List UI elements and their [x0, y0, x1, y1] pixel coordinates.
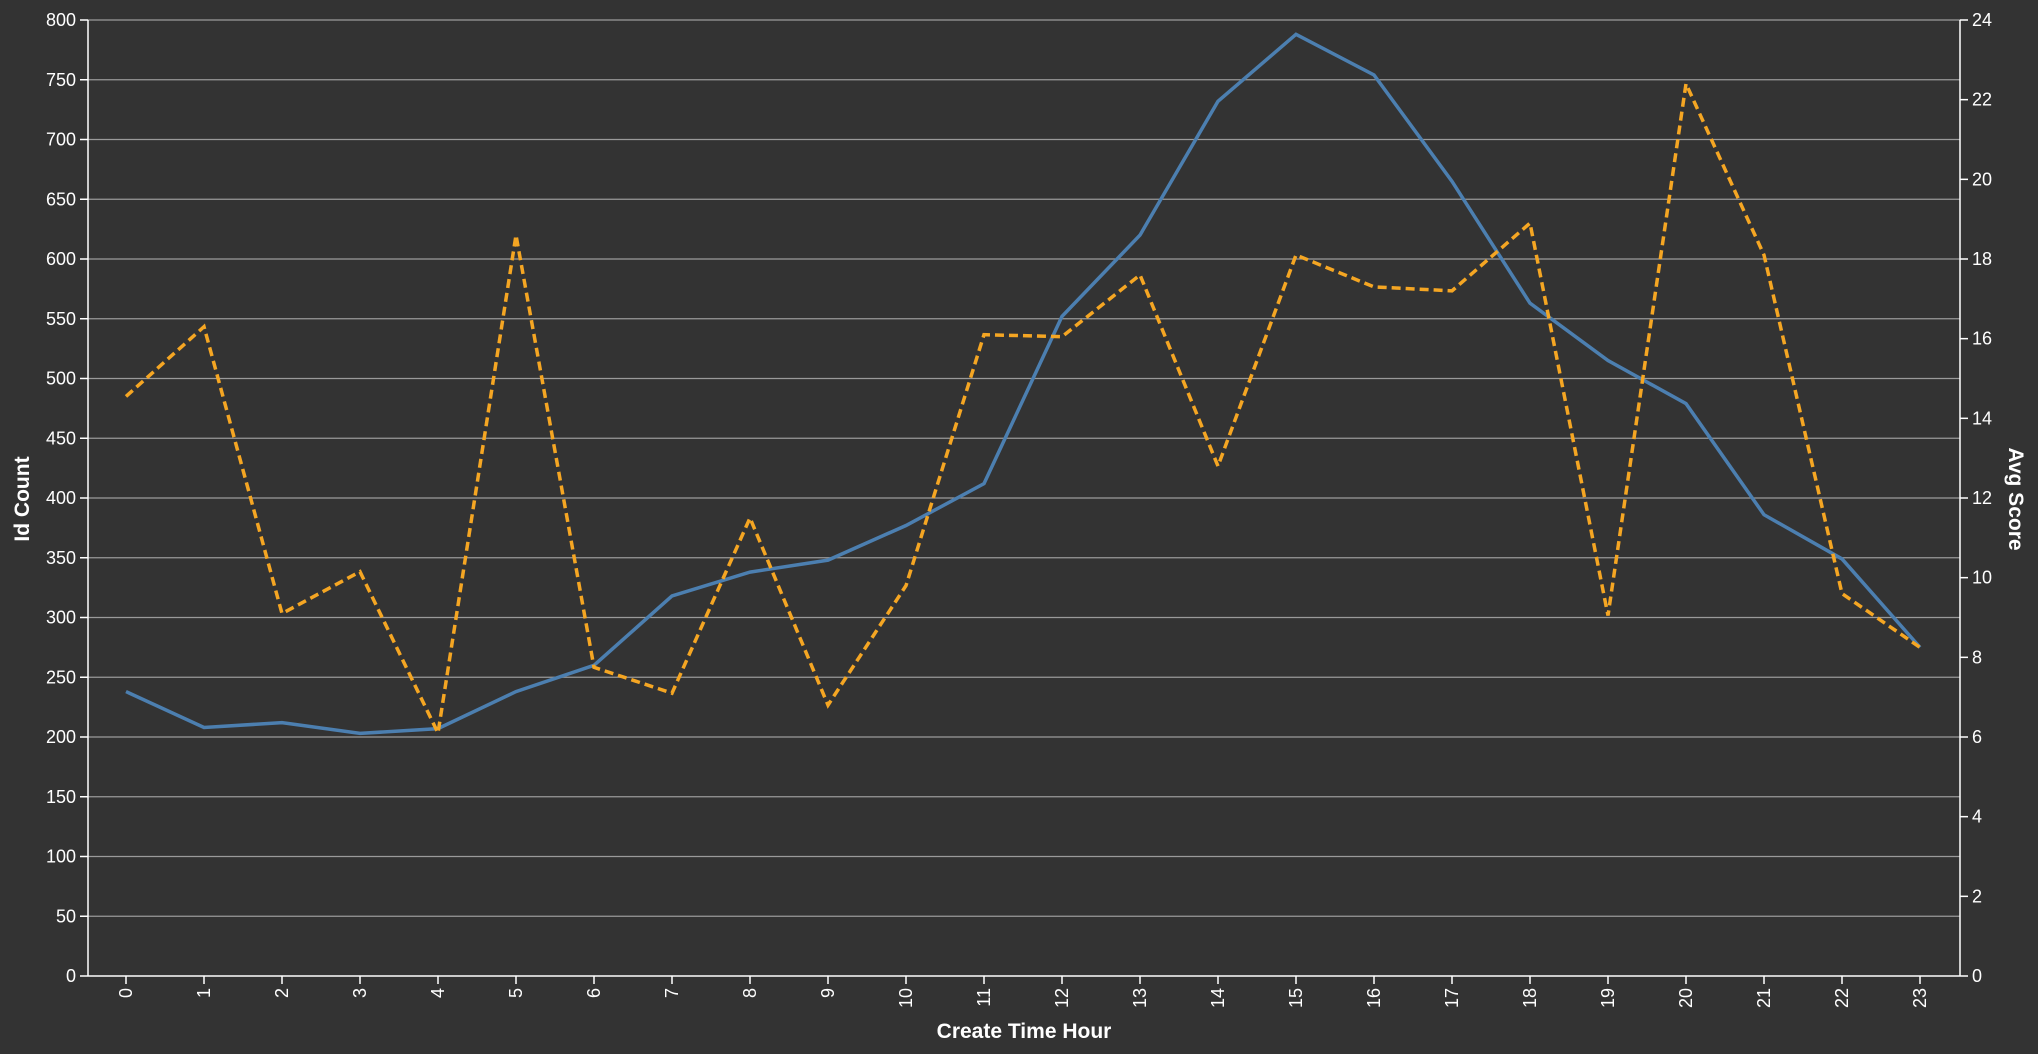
left-tick-label: 200: [46, 727, 76, 747]
right-tick-label: 14: [1972, 408, 1992, 428]
left-y-axis: 0 50 100 150 200 250 300 350 400 450 500 550 600 650 7…: [46, 10, 89, 986]
x-tick-label: 9: [818, 988, 838, 998]
x-tick-label: 8: [740, 988, 760, 998]
left-tick-label: 700: [46, 130, 76, 150]
right-tick-label: 16: [1972, 329, 1992, 349]
right-y-axis-title: Avg Score: [2004, 447, 2027, 550]
left-tick-label: 600: [46, 249, 76, 269]
left-tick-label: 650: [46, 189, 76, 209]
x-tick-label: 22: [1832, 988, 1852, 1008]
right-tick-label: 24: [1972, 10, 1992, 30]
gridlines: [88, 19, 1960, 917]
x-tick-label: 13: [1130, 988, 1150, 1008]
id-count-line: [125, 32, 1922, 736]
left-tick-label: 0: [66, 966, 76, 986]
left-tick-label: 400: [46, 488, 76, 508]
left-tick-label: 300: [46, 608, 76, 628]
x-tick-label: 11: [974, 988, 994, 1007]
right-tick-label: 8: [1972, 647, 1982, 667]
right-tick-label: 6: [1972, 727, 1982, 747]
left-tick-label: 150: [46, 787, 76, 807]
left-tick-label: 500: [46, 369, 76, 389]
left-tick-label: 550: [46, 309, 76, 329]
x-tick-label: 1: [194, 988, 214, 998]
right-tick-label: 4: [1972, 807, 1982, 827]
x-tick-label: 6: [584, 988, 604, 998]
x-tick-label: 0: [116, 988, 136, 998]
right-tick-label: 18: [1972, 249, 1992, 269]
left-tick-label: 450: [46, 428, 76, 448]
right-tick-label: 20: [1972, 169, 1992, 189]
right-tick-label: 2: [1972, 886, 1982, 906]
avg-score-line: [124, 77, 1921, 739]
x-axis-title: Create Time Hour: [937, 1020, 1112, 1043]
x-tick-label: 5: [506, 988, 526, 998]
right-tick-label: 0: [1972, 966, 1982, 986]
right-tick-label: 22: [1972, 90, 1992, 110]
x-tick-label: 7: [662, 988, 682, 998]
left-tick-label: 250: [46, 667, 76, 687]
left-tick-label: 800: [46, 10, 76, 30]
x-tick-label: 18: [1520, 988, 1540, 1008]
x-tick-label: 23: [1910, 988, 1930, 1008]
x-tick-label: 15: [1286, 988, 1306, 1008]
x-tick-label: 17: [1442, 988, 1462, 1008]
x-tick-label: 20: [1676, 988, 1696, 1008]
left-tick-label: 100: [46, 847, 76, 867]
left-y-axis-title: Id Count: [11, 456, 34, 541]
x-tick-label: 3: [350, 988, 370, 998]
x-axis: 0 1 2 3 4 5 6 7 8 9 10 11 12 13 14 15 16 17 18 19 20 21 22 23: [88, 975, 1960, 1008]
left-tick-label: 50: [56, 906, 76, 926]
x-tick-label: 19: [1598, 988, 1618, 1008]
x-tick-label: 16: [1364, 988, 1384, 1008]
right-tick-label: 10: [1972, 568, 1992, 588]
right-tick-label: 12: [1972, 488, 1992, 508]
x-tick-label: 21: [1754, 988, 1774, 1008]
x-tick-label: 10: [896, 988, 916, 1008]
x-tick-label: 12: [1052, 988, 1072, 1008]
x-tick-label: 4: [428, 988, 448, 998]
x-tick-label: 14: [1208, 988, 1228, 1008]
left-tick-label: 750: [46, 70, 76, 90]
series-lines: [124, 32, 1922, 739]
x-tick-label: 2: [272, 988, 292, 998]
left-tick-label: 350: [46, 548, 76, 568]
